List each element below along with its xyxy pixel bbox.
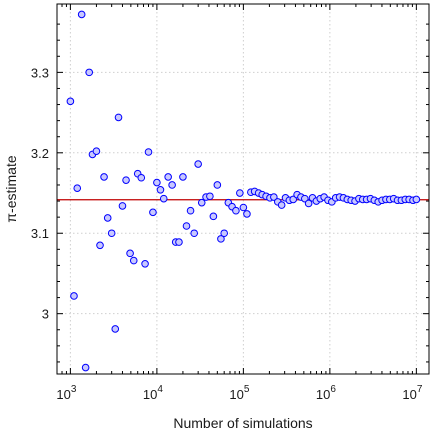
x-tick-label: 104: [143, 384, 163, 402]
x-tick-exponent: 6: [330, 384, 336, 395]
data-point: [70, 292, 78, 300]
data-point: [182, 222, 191, 230]
data-points: [66, 10, 421, 372]
x-tick-base: 10: [402, 387, 416, 402]
data-point: [137, 173, 146, 182]
y-tick-label: 3.3: [31, 65, 49, 80]
y-tick-label: 3: [42, 307, 49, 322]
x-axis-title: Number of simulations: [173, 415, 312, 431]
x-tick-base: 10: [143, 387, 157, 402]
data-point: [412, 195, 421, 204]
data-point: [66, 97, 75, 106]
x-tick-exponent: 4: [157, 384, 163, 395]
x-tick-base: 10: [316, 387, 330, 402]
data-point: [96, 241, 104, 250]
data-point: [81, 363, 90, 372]
data-point: [107, 229, 116, 238]
data-point: [213, 181, 222, 189]
data-point: [168, 181, 176, 189]
data-point: [239, 203, 248, 212]
data-point: [122, 176, 130, 184]
x-tick-exponent: 5: [244, 384, 250, 395]
x-tick-label: 106: [316, 384, 336, 402]
data-point: [206, 192, 214, 201]
x-tick-exponent: 7: [417, 384, 423, 395]
data-point: [159, 194, 168, 203]
data-point: [149, 208, 157, 217]
data-point: [190, 229, 198, 238]
data-point: [85, 68, 94, 77]
x-tick-label: 107: [402, 384, 422, 402]
data-point: [144, 148, 153, 156]
data-point: [126, 249, 134, 258]
data-point: [129, 256, 138, 265]
data-point: [186, 206, 195, 215]
data-point: [164, 173, 172, 181]
axis-ticks: [56, 4, 429, 374]
data-point: [141, 260, 149, 268]
y-tick-label: 3.2: [31, 146, 49, 161]
data-point: [179, 173, 187, 181]
x-tick-base: 10: [56, 387, 70, 402]
data-point: [100, 173, 108, 181]
y-tick-labels: 3 3.1 3.2 3.3: [31, 65, 49, 321]
x-tick-exponent: 3: [71, 384, 77, 395]
data-point: [300, 194, 309, 203]
data-point: [194, 160, 202, 168]
y-axis-title: π-estimate: [3, 155, 19, 222]
data-point: [277, 201, 286, 209]
data-point: [77, 10, 86, 19]
x-tick-labels: 103 104 105 106 107: [56, 384, 422, 402]
data-point: [220, 229, 228, 238]
data-point: [73, 184, 82, 192]
data-point: [243, 210, 251, 218]
x-tick-label: 105: [229, 384, 249, 402]
data-point: [103, 214, 112, 222]
data-point: [270, 193, 278, 201]
data-point: [111, 325, 120, 333]
data-point: [156, 186, 165, 194]
data-point: [118, 202, 127, 210]
x-tick-label: 103: [56, 384, 76, 402]
data-point: [289, 195, 298, 204]
data-point: [197, 198, 206, 207]
data-point: [236, 189, 244, 197]
data-point: [175, 238, 183, 246]
data-point: [217, 235, 225, 243]
y-tick-label: 3.1: [31, 226, 49, 241]
data-point: [209, 212, 218, 221]
x-tick-base: 10: [229, 387, 243, 402]
data-point: [114, 113, 123, 122]
data-point: [92, 147, 101, 155]
data-point: [304, 199, 313, 208]
data-point: [153, 178, 161, 187]
data-point: [232, 206, 240, 215]
